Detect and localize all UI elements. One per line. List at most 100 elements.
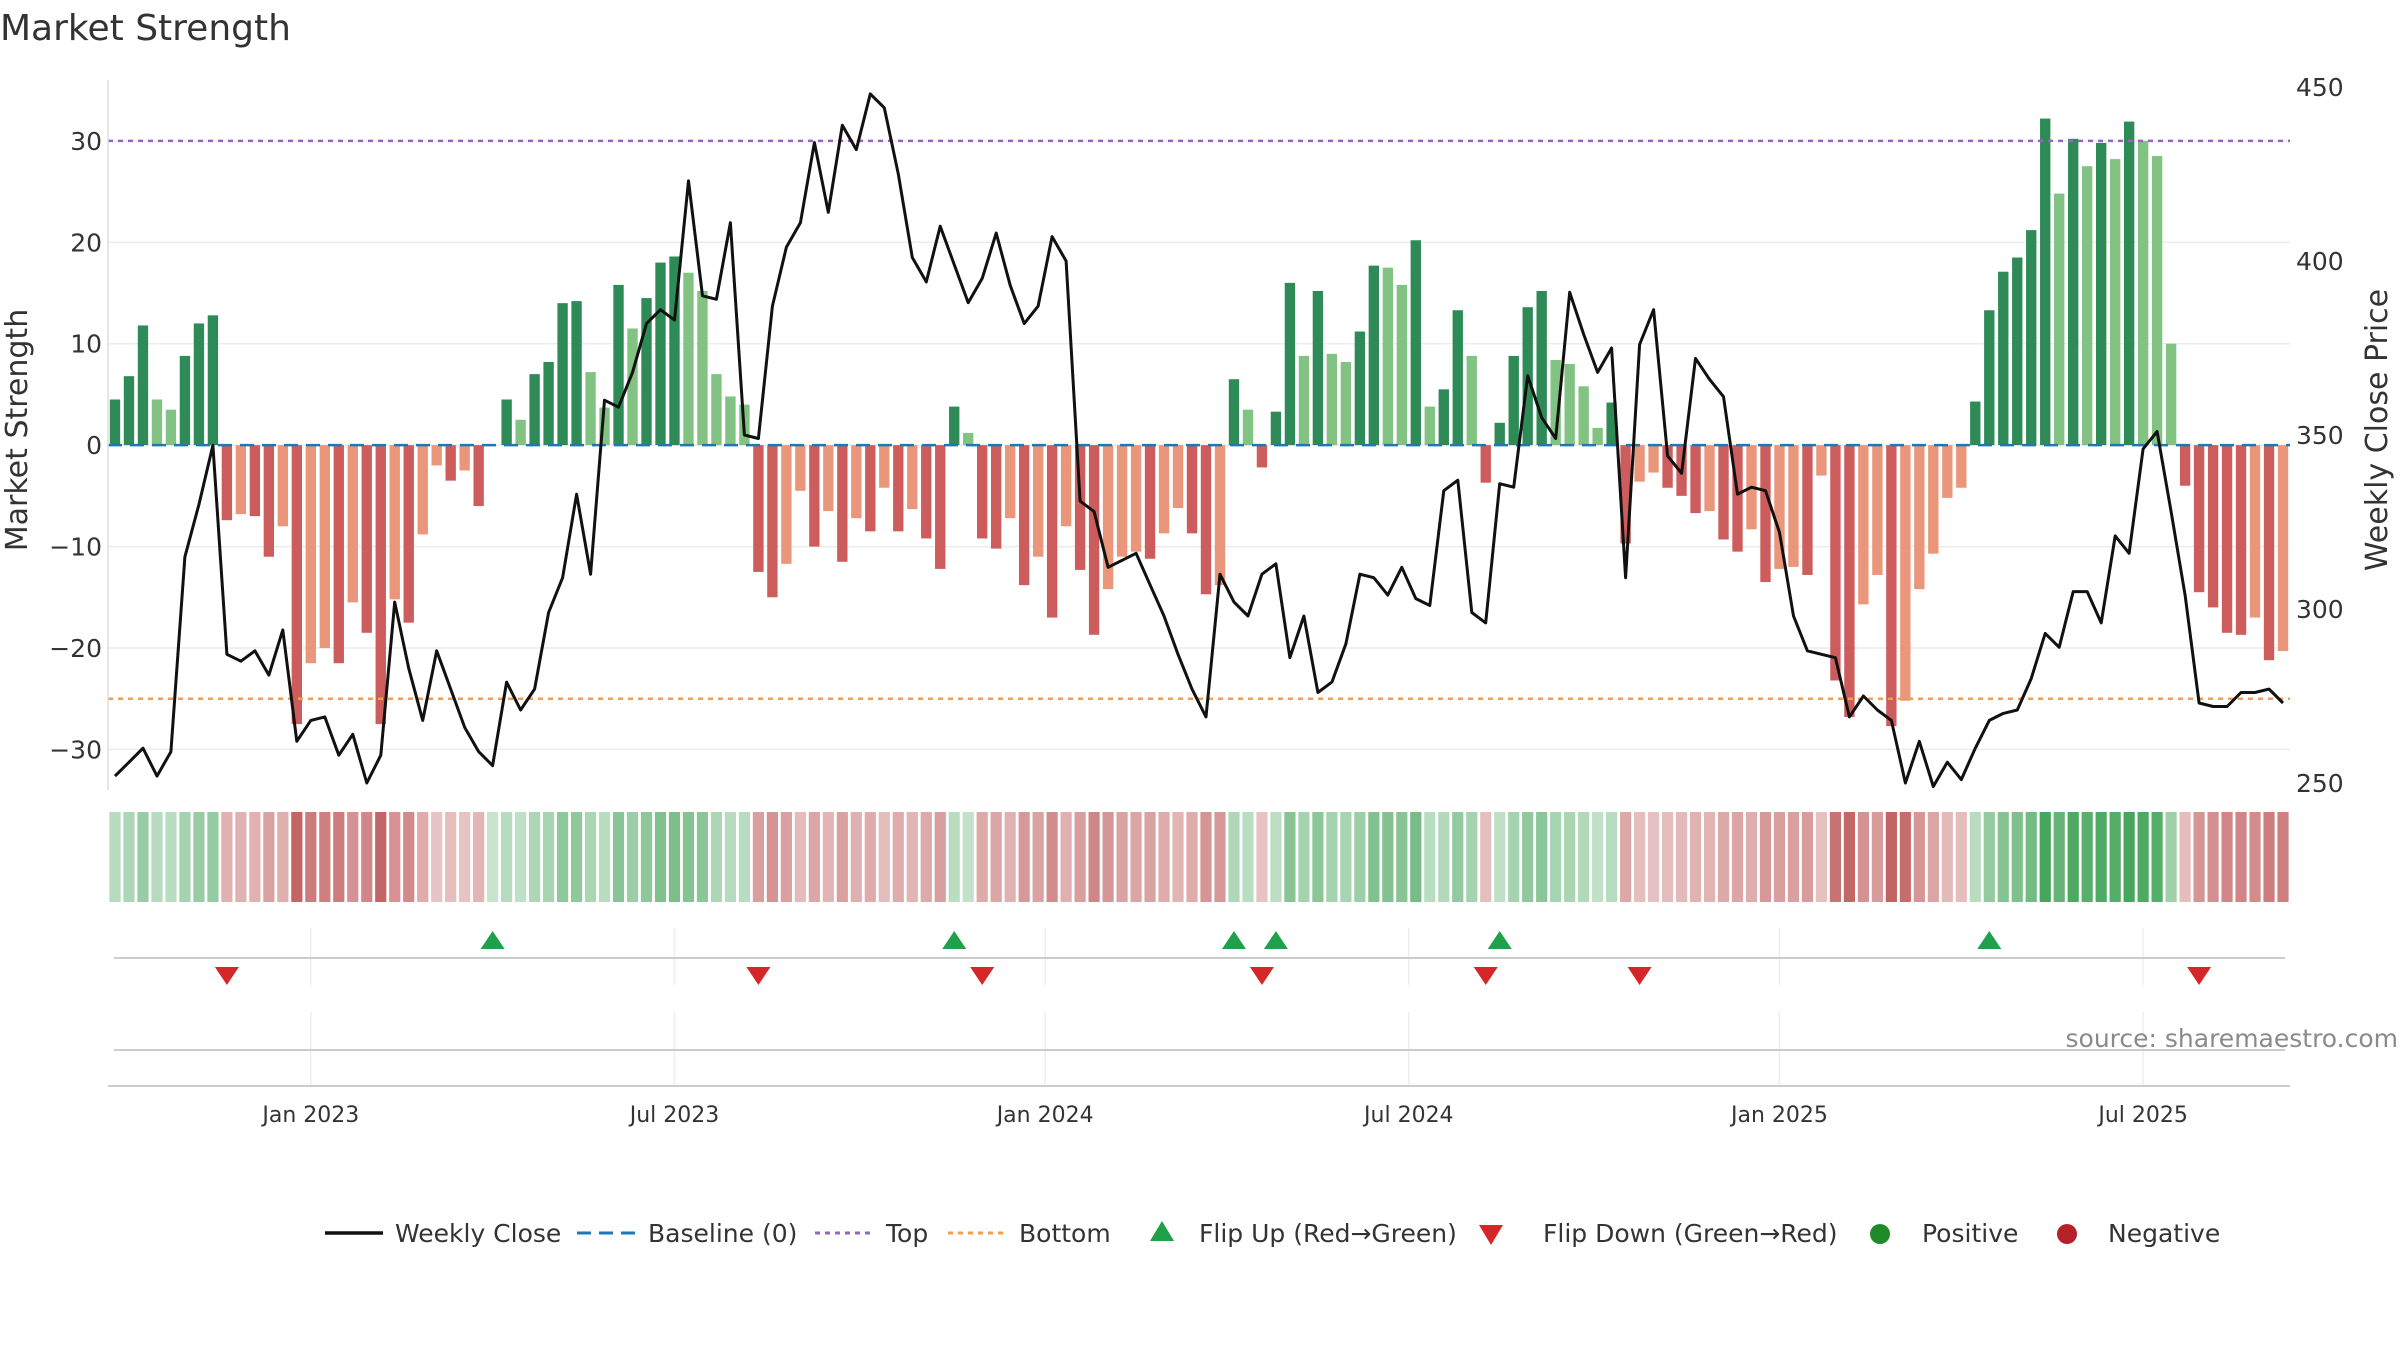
legend-flip-down-icon [1479,1225,1503,1245]
legend-bottom: Bottom [1019,1219,1111,1248]
date-tick-label: Jan 2024 [995,1103,1094,1128]
heat-cell [1899,812,1911,902]
legend-negative: Negative [2108,1219,2220,1248]
strength-bar [1480,445,1491,483]
strength-bar [683,272,694,446]
source-note: source: sharemaestro.com [2066,1024,2399,1053]
heat-cell [1382,812,1394,902]
date-tick-label: Jul 2025 [2096,1103,2188,1128]
heat-cell [1452,812,1464,902]
strength-bar [291,445,303,725]
strength-bars [109,118,2289,727]
axes: 30 20 10 0 −10 −20 −30 450 400 350 300 250 [49,73,2343,798]
legend-negative-dot-icon [2057,1224,2077,1244]
heat-cell [1354,812,1366,902]
strength-bar [851,445,862,519]
strength-bar [193,323,205,446]
strength-bar [809,445,820,547]
heat-cell [1801,812,1814,902]
heat-cell [2151,812,2163,902]
heat-cell [1522,812,1534,902]
heat-cell [1060,812,1072,902]
strength-bar [1340,361,1352,446]
strength-bar [1270,411,1282,446]
heat-cell [2165,812,2177,902]
reference-lines [108,139,2290,700]
strength-bar [2151,156,2163,446]
heat-cell [1186,812,1198,902]
strength-bar [2082,166,2093,446]
strength-heat-strip [109,812,2289,902]
heat-cell [1717,812,1730,902]
flip-markers-panel [214,931,2212,985]
heat-cell [1703,812,1716,902]
heat-cell [361,812,373,902]
y-tick-label: −10 [49,533,102,562]
strength-bar [1760,445,1771,583]
strength-bar [1886,445,1897,727]
heat-cell [878,812,890,902]
strength-bar [571,301,582,446]
heat-cell [347,812,359,902]
date-tick-label: Jul 2024 [1362,1103,1454,1128]
strength-bar [1256,445,1268,468]
strength-bar [1284,282,1296,446]
strength-bar [1046,445,1058,618]
heat-cell [2249,812,2261,902]
heat-cell [836,812,848,902]
flip-up-marker [1977,931,2002,949]
heat-cell [808,812,820,902]
strength-bar [1018,445,1030,586]
heat-cell [2053,812,2065,902]
strength-bar [1060,445,1072,527]
strength-bar [823,445,834,512]
heat-cell [431,812,443,902]
heat-cell [1228,812,1240,902]
heat-cell [403,812,415,902]
heat-cell [724,812,737,902]
strength-bar [2165,343,2177,446]
strength-bar [1914,445,1925,590]
heat-cell [207,812,219,902]
heat-cell [1326,812,1338,902]
heat-cell [2179,812,2191,902]
strength-bar [795,445,806,491]
heat-cell [2193,812,2205,902]
heat-cell [2081,812,2093,902]
strength-bar [123,376,135,446]
heat-cell [822,812,834,902]
strength-bar [1564,364,1575,446]
heat-cell [263,812,275,902]
strength-bar [711,374,722,446]
heat-cell [123,812,135,902]
legend-top: Top [885,1219,928,1248]
heat-cell [1480,812,1492,902]
heat-cell [2207,812,2219,902]
strength-bar [2012,257,2023,446]
strength-bar [613,284,624,446]
flip-down-marker [970,967,995,985]
strength-bar [179,355,191,446]
strength-bar [1228,379,1240,446]
heat-cell [1004,812,1016,902]
heat-cell [1088,812,1100,902]
heat-cell [445,812,457,902]
strength-bar [361,445,372,633]
heat-cell [962,812,974,902]
strength-bar [1774,445,1785,569]
heat-cell [137,812,149,902]
strength-bar [137,325,149,446]
strength-bar [1354,331,1366,446]
heat-cell [1340,812,1352,902]
strength-bar [249,445,261,517]
heat-cell [459,812,471,902]
heat-cell [612,812,625,902]
legend-baseline: Baseline (0) [648,1219,797,1248]
strength-bar [389,445,400,600]
legend-positive: Positive [1922,1219,2018,1248]
strength-bar [2193,445,2205,593]
heat-cell [1508,812,1520,902]
heat-cell [1983,812,1995,902]
heat-cell [249,812,261,902]
strength-bar [403,445,414,623]
